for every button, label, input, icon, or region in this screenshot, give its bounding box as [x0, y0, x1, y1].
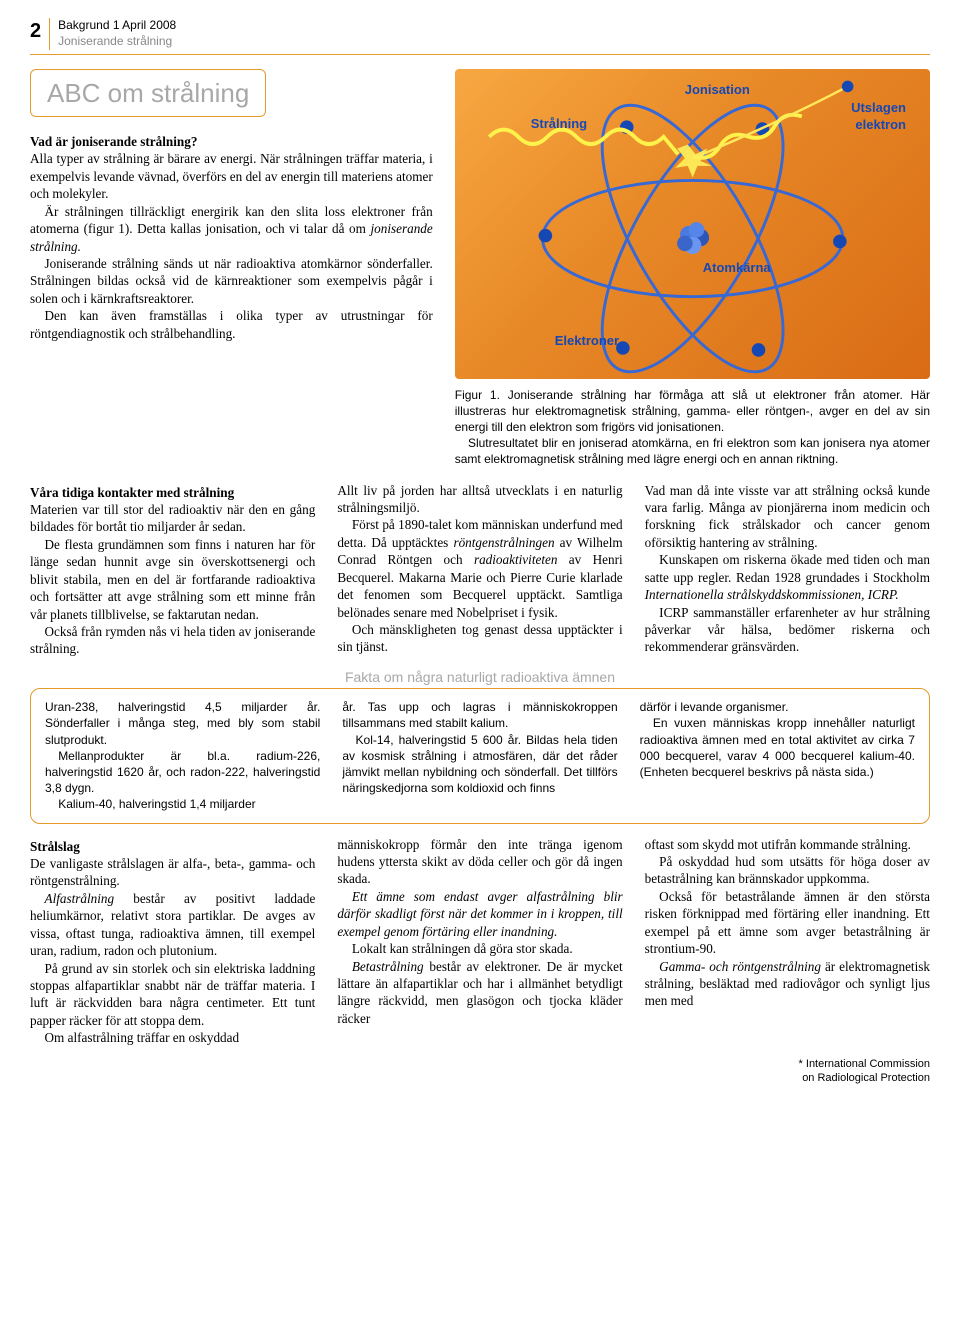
slag-c3p1: oftast som skydd mot utifrån kommande st…: [645, 836, 930, 853]
early-heading: Våra tidiga kontakter med strålning: [30, 484, 315, 501]
slag-c1p4: Om alfastrålning träffar en oskyddad: [30, 1029, 315, 1046]
slag-c3p2: På oskyddad hud som utsätts för höga dos…: [645, 853, 930, 888]
fb-c3p2: En vuxen människas kropp innehåller natu…: [640, 715, 915, 780]
fig-label-utslagen: Utslagen elektron: [826, 99, 906, 133]
early-c2p3: Och mänskligheten tog genast dessa upptä…: [337, 621, 622, 656]
intro-p4: Den kan även framställas i olika typer a…: [30, 307, 433, 342]
caption-p1: Figur 1. Joniserande strålning har förmå…: [455, 387, 930, 436]
footnote: * International Commission on Radiologic…: [30, 1057, 930, 1086]
slag-c1p2: Alfastrålning består av positivt laddade…: [30, 890, 315, 960]
intro-p3: Joniserande strålning sänds ut när radio…: [30, 255, 433, 307]
early-c1p3: Också från rymden nås vi hela tiden av j…: [30, 623, 315, 658]
fig-label-elektroner: Elektroner: [555, 332, 619, 349]
slag-c1p3: På grund av sin storlek och sin elektris…: [30, 960, 315, 1030]
early-c1p2: De flesta grundämnen som finns i naturen…: [30, 536, 315, 623]
slag-col1: Strålslag De vanligaste strålslagen är a…: [30, 836, 315, 1047]
slag-col2: människokropp förmår den inte tränga ige…: [337, 836, 622, 1047]
page-title: ABC om strålning: [30, 69, 266, 117]
slag-col3: oftast som skydd mot utifrån kommande st…: [645, 836, 930, 1047]
intro-p2: Är strålningen tillräckligt energirik ka…: [30, 203, 433, 255]
fig-label-atomkarna: Atomkärna: [703, 259, 771, 276]
slag-c2p2: Ett ämne som endast avger alfastrålning …: [337, 888, 622, 940]
fig-label-jonisation: Jonisation: [685, 81, 750, 98]
early-col1: Våra tidiga kontakter med strålning Mate…: [30, 482, 315, 658]
early-c3p1: Vad man då inte visste var att strålning…: [645, 482, 930, 552]
factbox-col3: därför i levande organismer. En vuxen mä…: [640, 699, 915, 812]
intro-p1: Alla typer av strålning är bärare av ene…: [30, 150, 433, 202]
slag-c2p3: Lokalt kan strålningen då göra stor skad…: [337, 940, 622, 957]
fb-c2p1: år. Tas upp och lagras i människokroppen…: [342, 699, 617, 731]
early-c3p2: Kunskapen om riskerna ökade med tiden oc…: [645, 551, 930, 603]
factbox-section: Fakta om några naturligt radioaktiva ämn…: [30, 668, 930, 824]
fig-label-stralning: Strålning: [531, 115, 587, 132]
slag-c2p4: Betastrålning består av elektroner. De ä…: [337, 958, 622, 1028]
fb-c2p2: Kol-14, halveringstid 5 600 år. Bildas h…: [342, 732, 617, 797]
intro-heading: Vad är joniserande strålning?: [30, 133, 433, 150]
header-date: Bakgrund 1 April 2008: [58, 18, 176, 34]
early-col3: Vad man då inte visste var att strålning…: [645, 482, 930, 658]
early-c2p2: Först på 1890-talet kom människan underf…: [337, 516, 622, 621]
figure-caption: Figur 1. Joniserande strålning har förmå…: [455, 387, 930, 468]
header-meta: Bakgrund 1 April 2008 Joniserande stråln…: [49, 18, 176, 50]
slag-c2p1: människokropp förmår den inte tränga ige…: [337, 836, 622, 888]
figure-column: Jonisation Strålning Utslagen elektron A…: [455, 69, 930, 468]
early-c3p3: ICRP sammanställer erfarenheter av hur s…: [645, 604, 930, 656]
header-subject: Joniserande strålning: [58, 34, 176, 50]
figure-1: Jonisation Strålning Utslagen elektron A…: [455, 69, 930, 379]
stralslag-section: Strålslag De vanligaste strålslagen är a…: [30, 836, 930, 1047]
factbox-col1: Uran-238, halveringstid 4,5 miljarder år…: [45, 699, 320, 812]
fb-c1p1: Uran-238, halveringstid 4,5 miljarder år…: [45, 699, 320, 748]
early-col2: Allt liv på jorden har alltså utvecklats…: [337, 482, 622, 658]
top-section: ABC om strålning Vad är joniserande strå…: [30, 69, 930, 468]
slag-c3p4: Gamma- och röntgenstrålning är elektroma…: [645, 958, 930, 1010]
footnote-l1: * International Commission: [30, 1057, 930, 1072]
fb-c1p2: Mellanprodukter är bl.a. radium-226, hal…: [45, 748, 320, 797]
factbox-title: Fakta om några naturligt radioaktiva ämn…: [30, 668, 930, 686]
caption-p2: Slutresultatet blir en joniserad atomkär…: [455, 435, 930, 467]
fb-c3p1: därför i levande organismer.: [640, 699, 915, 715]
slag-heading: Strålslag: [30, 838, 315, 855]
intro-column: ABC om strålning Vad är joniserande strå…: [30, 69, 433, 468]
early-c2p1: Allt liv på jorden har alltså utvecklats…: [337, 482, 622, 517]
page-header: 2 Bakgrund 1 April 2008 Joniserande strå…: [30, 18, 930, 50]
header-rule: [30, 54, 930, 55]
slag-c3p3: Också för betastrålande ämnen är den stö…: [645, 888, 930, 958]
footnote-l2: on Radiological Protection: [30, 1071, 930, 1086]
early-section: Våra tidiga kontakter med strålning Mate…: [30, 482, 930, 658]
factbox-col2: år. Tas upp och lagras i människokroppen…: [342, 699, 617, 812]
fb-c1p3: Kalium-40, halveringstid 1,4 miljarder: [45, 796, 320, 812]
early-c1p1: Materien var till stor del radioaktiv nä…: [30, 501, 315, 536]
factbox: Uran-238, halveringstid 4,5 miljarder år…: [30, 688, 930, 823]
slag-c1p1: De vanligaste strålslagen är alfa-, beta…: [30, 855, 315, 890]
page-number: 2: [30, 18, 41, 44]
